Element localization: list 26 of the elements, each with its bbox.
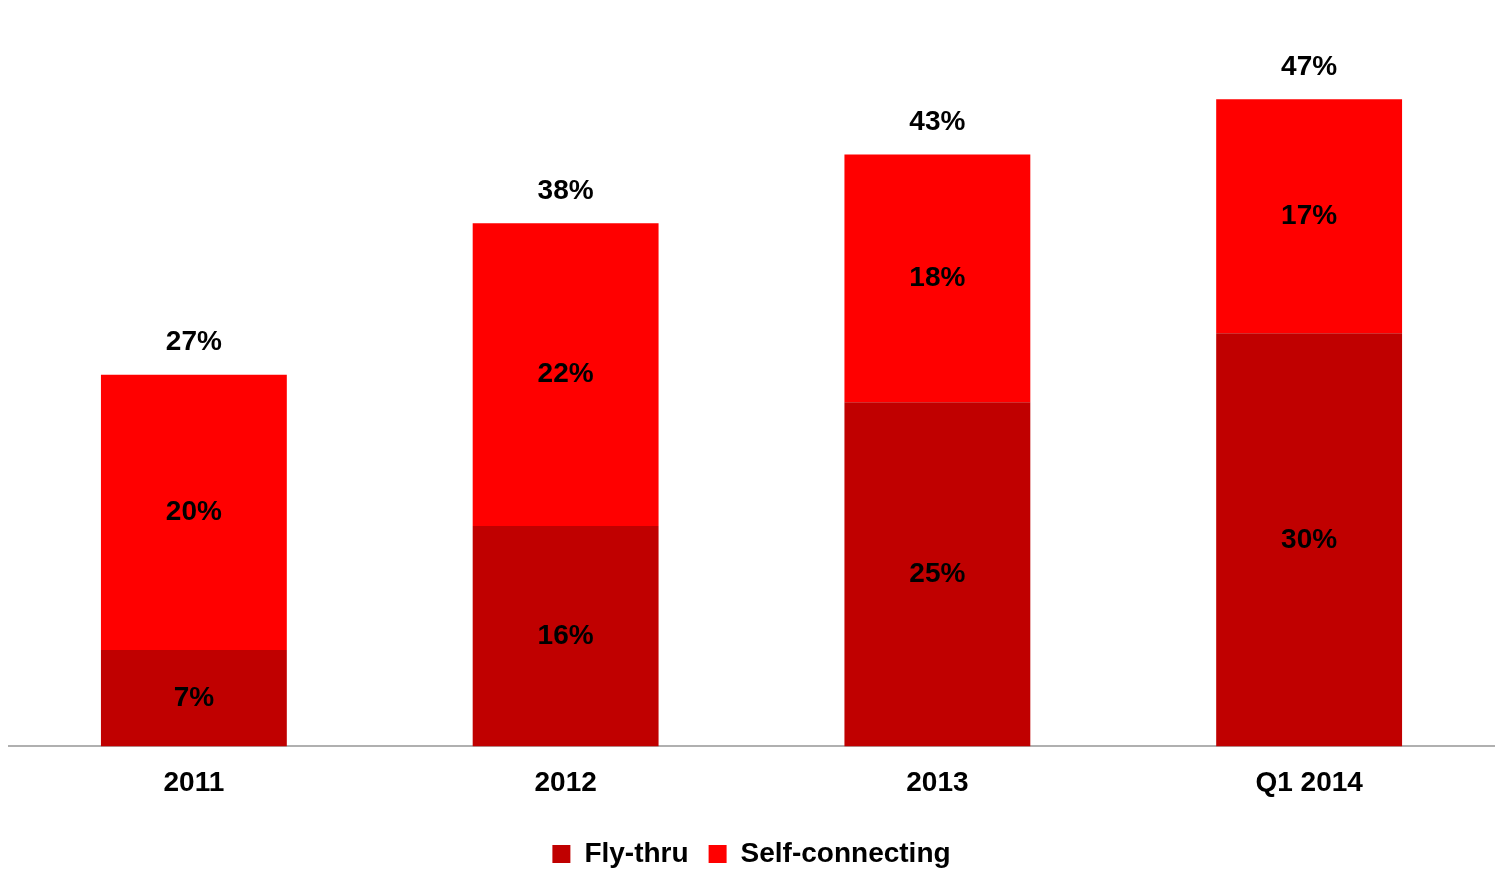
data-label: 17%	[1281, 199, 1338, 231]
bar	[100, 374, 287, 651]
bar	[100, 650, 287, 747]
x-tick-label: 2011	[163, 765, 225, 797]
data-label: 25%	[909, 557, 966, 589]
legend-label: Self-connecting	[740, 836, 951, 868]
data-label: 30%	[1281, 522, 1338, 554]
legend-label: Fly-thru	[584, 836, 689, 868]
total-label: 38%	[537, 173, 594, 205]
bar	[1216, 333, 1403, 747]
data-label: 18%	[909, 261, 966, 293]
x-tick-label: 2012	[534, 765, 597, 797]
total-label: 47%	[1281, 50, 1338, 82]
data-label: 22%	[537, 357, 594, 389]
bar	[844, 154, 1031, 403]
bar	[472, 223, 659, 527]
data-label: 20%	[165, 495, 222, 527]
x-tick-label: Q1 2014	[1255, 765, 1364, 797]
total-label: 27%	[165, 325, 222, 357]
total-label: 43%	[909, 105, 966, 137]
bar	[1216, 99, 1403, 334]
bar	[844, 402, 1031, 747]
data-label: 16%	[537, 618, 594, 650]
bar	[472, 526, 659, 747]
x-tick-label: 2013	[906, 765, 969, 797]
data-label: 7%	[173, 680, 215, 712]
